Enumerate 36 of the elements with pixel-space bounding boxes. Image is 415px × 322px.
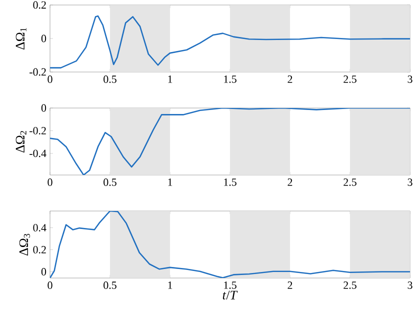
x-tick-label: 2 [288, 282, 292, 289]
x-tick-label: 3 [408, 178, 412, 186]
y-tick-label: 0.2 [33, 1, 46, 9]
y-tick-label: -0.2 [30, 68, 46, 76]
x-tick-label: 0.5 [104, 282, 116, 289]
x-tick-label: 2.5 [344, 178, 356, 186]
y-tick-label: 0 [41, 34, 46, 42]
y-tick-label: 0.2 [33, 246, 46, 254]
x-tick-label: 2 [288, 178, 292, 186]
x-tick-label: 1 [168, 178, 172, 186]
x-tick-label: 1 [168, 282, 172, 289]
y-tick-label: 0.4 [33, 224, 46, 232]
x-tick-label: 3 [408, 76, 412, 83]
y-tick-label: -0.4 [30, 150, 46, 158]
x-tick-label: 0 [48, 76, 52, 83]
y-tick-label: 0 [41, 268, 46, 276]
x-tick-label: 2.5 [344, 76, 356, 83]
line-series [50, 211, 410, 278]
x-tick-label: 0.5 [104, 76, 116, 83]
x-tick-label: 2.5 [344, 282, 356, 289]
x-tick-label: 3 [408, 282, 412, 289]
x-tick-label: 0 [48, 178, 52, 186]
y-tick-label: 0 [41, 104, 46, 112]
x-tick-label: 0.5 [104, 178, 116, 186]
x-tick-label: 1.5 [224, 178, 236, 186]
y-axis-title: ΔΩ$_{3}$ [19, 234, 30, 256]
y-axis-title: ΔΩ$_{1}$ [16, 28, 26, 50]
x-tick-label: 1.5 [224, 282, 236, 289]
y-tick-label: -0.2 [30, 126, 46, 134]
x-tick-label: 0 [48, 282, 52, 289]
y-axis-title: ΔΩ$_{2}$ [16, 131, 26, 152]
x-axis-title: t/T [222, 290, 238, 300]
x-tick-label: 1 [168, 76, 172, 83]
x-tick-label: 2 [288, 76, 292, 83]
x-tick-label: 1.5 [224, 76, 236, 83]
line-series [50, 15, 410, 68]
